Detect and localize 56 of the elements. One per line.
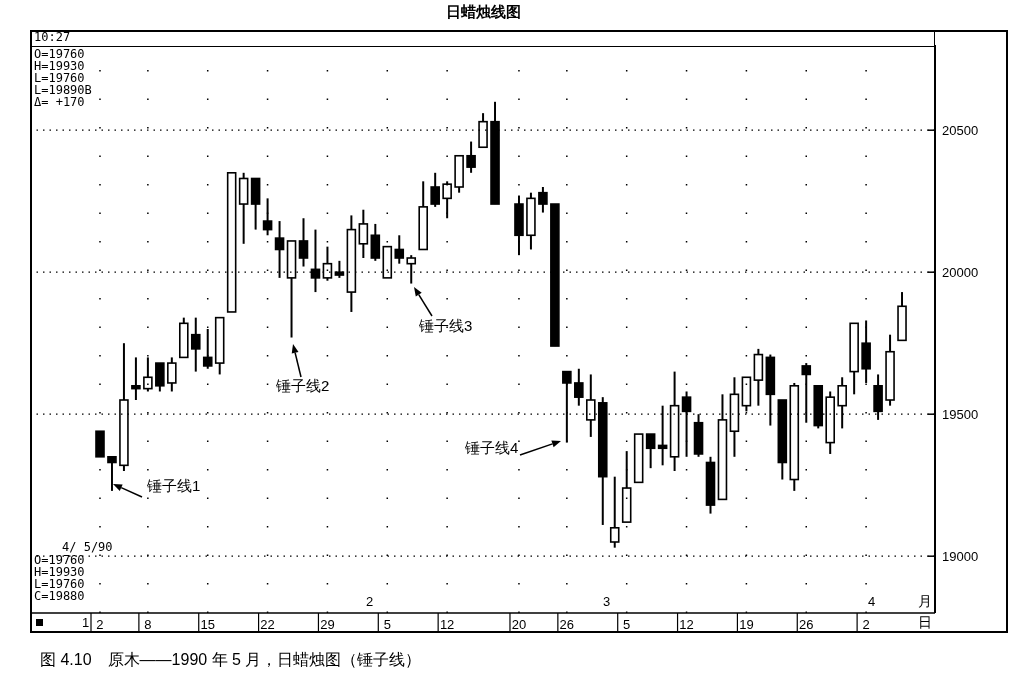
text: 10:27 — [34, 30, 71, 45]
annotation: 锤子线3 — [419, 317, 473, 335]
x-tick-label: 20 — [511, 617, 527, 632]
candlestick — [609, 475, 620, 549]
x-tick-label: 5 — [383, 617, 391, 632]
x-tick-label: 26 — [799, 617, 814, 632]
x-tick-label: 2 — [862, 617, 870, 632]
x-tick-label: 22 — [260, 617, 275, 632]
text: H=19930 — [34, 59, 85, 73]
candlestick — [131, 356, 141, 401]
annotation: 4/ 5/90 — [62, 540, 113, 555]
y-tick-label: 20000 — [942, 264, 979, 280]
annotation: 3 — [603, 594, 611, 610]
annotation: 4 — [868, 594, 876, 610]
text: Δ= +170 — [34, 95, 85, 110]
text: C=19880 — [34, 589, 85, 604]
x-tick-label: 19 — [739, 617, 754, 632]
candlestick — [358, 208, 369, 259]
candlestick — [155, 362, 165, 393]
x-tick-label: 12 — [439, 617, 455, 632]
x-tick-label: 26 — [559, 617, 575, 632]
x-tick-label: 5 — [623, 617, 631, 632]
x-tick-label: 2 — [96, 617, 104, 632]
candlestick — [190, 316, 201, 373]
text: O=19760 — [34, 553, 85, 567]
candlestick — [645, 433, 656, 470]
x-tick-label: 12 — [679, 617, 694, 632]
x-tick-label: 29 — [320, 617, 335, 632]
text: 1 — [82, 615, 90, 631]
text: O=19760 — [34, 47, 85, 61]
caption: 图 4.10 原木——1990 年 5 月，日蜡烛图（锤子线） — [40, 651, 422, 669]
candlestick — [167, 356, 177, 393]
candlestick — [394, 234, 405, 265]
text: 日 — [918, 614, 932, 631]
annotation: 锤子线4 — [465, 439, 519, 457]
candlestick — [430, 171, 440, 208]
text: L=19760 — [34, 577, 85, 591]
annotation: 锤子线1 — [147, 477, 201, 495]
text: L=19760 — [34, 71, 85, 85]
annotation: 锤子线2 — [276, 377, 330, 395]
annotation: 2 — [366, 594, 374, 610]
candlestick — [538, 186, 548, 214]
candlestick — [298, 217, 309, 268]
candlestick — [466, 140, 476, 174]
candlestick — [107, 455, 117, 492]
chart-title: 日蜡烛线图 — [444, 3, 522, 22]
text: 月 — [918, 593, 932, 610]
x-tick-label: 8 — [144, 617, 152, 632]
y-tick-label: 19000 — [942, 548, 979, 564]
x-tick-label: 15 — [200, 617, 215, 632]
candlestick — [370, 222, 381, 262]
candlestick — [574, 367, 584, 407]
text: L=19890B — [34, 83, 92, 97]
y-tick-label: 20500 — [942, 122, 979, 138]
text: H=19930 — [34, 565, 85, 579]
y-tick-label: 19500 — [942, 406, 979, 422]
